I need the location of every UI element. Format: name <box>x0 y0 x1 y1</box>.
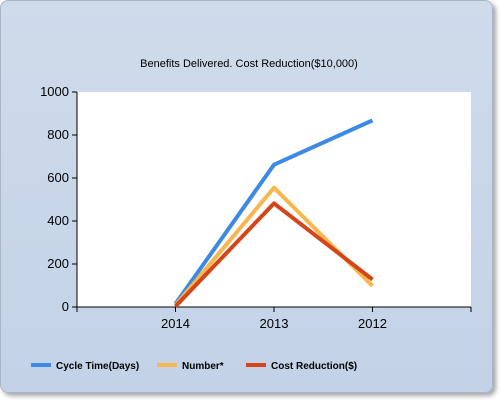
legend-label-2: Number* <box>182 361 224 372</box>
x-tick-label: 2013 <box>260 316 289 331</box>
plot-area <box>77 92 471 307</box>
y-tick-label: 400 <box>47 213 69 228</box>
chart-panel: Benefits Delivered. Cost Reduction($10,0… <box>0 0 493 393</box>
series-layer <box>173 118 374 308</box>
axes: 0 200 400 600 800 1000 2014 2013 2012 <box>40 84 472 331</box>
y-tick-label: 800 <box>47 127 69 142</box>
y-tick-label: 600 <box>47 170 69 185</box>
legend: Cycle Time(Days) Number* Cost Reduction($) <box>31 361 357 372</box>
y-tick-label: 0 <box>62 299 69 314</box>
series-line-3 <box>174 201 374 308</box>
x-tick-label: 2014 <box>161 316 190 331</box>
legend-label-3: Cost Reduction($) <box>271 361 357 372</box>
y-tick-label: 1000 <box>40 84 69 99</box>
x-tick-label: 2012 <box>358 316 387 331</box>
chart-title: Benefits Delivered. Cost Reduction($10,0… <box>140 58 358 70</box>
y-tick-label: 200 <box>47 256 69 271</box>
legend-label-1: Cycle Time(Days) <box>56 361 139 372</box>
series-line-1 <box>173 118 374 305</box>
